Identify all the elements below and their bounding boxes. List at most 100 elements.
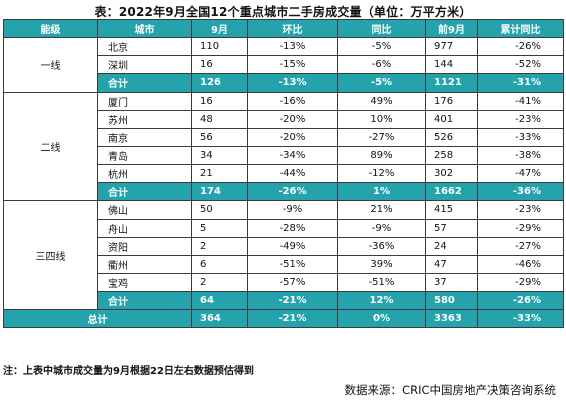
ytd-value: 37 <box>425 272 478 293</box>
sep-value: 48 <box>191 109 248 129</box>
ytd-value: 176 <box>425 91 478 111</box>
subtotal-label: 合计 <box>97 73 192 93</box>
mom-value: -16% <box>247 91 338 111</box>
sep-value: 50 <box>191 200 248 220</box>
mom-value: -49% <box>247 236 338 256</box>
footnote: 注：上表中城市成交量为9月根据22日左右数据预估得到 <box>3 366 254 377</box>
tier-cell: 一线 <box>3 37 98 93</box>
ytd-yoy-value: -38% <box>477 145 564 166</box>
city-cell: 厦门 <box>97 91 192 111</box>
ytd-yoy-value: -36% <box>477 182 564 202</box>
ytd-value: 24 <box>425 236 478 256</box>
yoy-value: -6% <box>337 55 426 75</box>
ytd-value: 3363 <box>425 309 478 329</box>
mom-value: -34% <box>247 145 338 166</box>
yoy-value: 21% <box>337 200 426 220</box>
ytd-yoy-value: -23% <box>477 109 564 129</box>
ytd-yoy-value: -47% <box>477 164 564 184</box>
header-tier: 能级 <box>3 18 98 39</box>
table-body: 一线 北京 110 -13% -5% 977 -26% 深圳 16 -15% -6% 144 -52% 合… <box>3 37 564 329</box>
header-mom: 环比 <box>247 18 338 39</box>
yoy-value: 0% <box>337 309 426 329</box>
header-sep: 9月 <box>191 18 248 39</box>
ytd-value: 258 <box>425 145 478 166</box>
sep-value: 21 <box>191 164 248 184</box>
total-label: 总计 <box>3 309 192 329</box>
city-cell: 青岛 <box>97 145 192 166</box>
ytd-yoy-value: -33% <box>477 309 564 329</box>
table-row: 衢州 6 -51% 39% 47 -46% <box>4 254 564 274</box>
ytd-yoy-value: -26% <box>477 291 564 311</box>
ytd-value: 1121 <box>425 73 478 93</box>
ytd-yoy-value: -23% <box>477 200 564 220</box>
transaction-table: 能级 城市 9月 环比 同比 前9月 累计同比 一线 北京 110 -13% -5% 97… <box>3 18 564 329</box>
mom-value: -20% <box>247 127 338 147</box>
mom-value: -21% <box>247 309 338 329</box>
ytd-yoy-value: -31% <box>477 73 564 93</box>
mom-value: -51% <box>247 254 338 274</box>
mom-value: -57% <box>247 272 338 293</box>
ytd-value: 415 <box>425 200 478 220</box>
sep-value: 34 <box>191 145 248 166</box>
yoy-value: -5% <box>337 73 426 93</box>
data-source: 数据来源：CRIC中国房地产决策咨询系统 <box>344 383 556 397</box>
mom-value: -28% <box>247 218 338 238</box>
ytd-value: 580 <box>425 291 478 311</box>
mom-value: -13% <box>247 37 338 57</box>
ytd-value: 57 <box>425 218 478 238</box>
sep-value: 64 <box>191 291 248 311</box>
sep-value: 16 <box>191 55 248 75</box>
yoy-value: -9% <box>337 218 426 238</box>
yoy-value: 12% <box>337 291 426 311</box>
ytd-value: 47 <box>425 254 478 274</box>
table-row: 苏州 48 -20% 10% 401 -23% <box>4 109 564 129</box>
city-cell: 资阳 <box>97 236 192 256</box>
yoy-value: 39% <box>337 254 426 274</box>
header-row: 能级 城市 9月 环比 同比 前9月 累计同比 <box>3 18 564 39</box>
sep-value: 126 <box>191 73 248 93</box>
header-ytd: 前9月 <box>425 18 478 39</box>
city-cell: 衢州 <box>97 254 192 274</box>
ytd-value: 302 <box>425 164 478 184</box>
mom-value: -9% <box>247 200 338 220</box>
city-cell: 北京 <box>97 37 192 57</box>
yoy-value: -27% <box>337 127 426 147</box>
sep-value: 56 <box>191 127 248 147</box>
ytd-yoy-value: -29% <box>477 272 564 293</box>
table-row: 青岛 34 -34% 89% 258 -38% <box>4 145 564 166</box>
yoy-value: 49% <box>337 91 426 111</box>
ytd-yoy-value: -52% <box>477 55 564 75</box>
sep-value: 2 <box>191 272 248 293</box>
sep-value: 174 <box>191 182 248 202</box>
city-cell: 杭州 <box>97 164 192 184</box>
sep-value: 5 <box>191 218 248 238</box>
ytd-yoy-value: -29% <box>477 218 564 238</box>
table-row: 宝鸡 2 -57% -51% 37 -29% <box>4 272 564 293</box>
yoy-value: -5% <box>337 37 426 57</box>
yoy-value: 1% <box>337 182 426 202</box>
mom-value: -13% <box>247 73 338 93</box>
ytd-yoy-value: -27% <box>477 236 564 256</box>
total-row: 总计 364 -21% 0% 3363 -33% <box>3 309 564 329</box>
sep-value: 2 <box>191 236 248 256</box>
table-row: 杭州 21 -44% -12% 302 -47% <box>4 164 564 184</box>
sep-value: 6 <box>191 254 248 274</box>
city-cell: 宝鸡 <box>97 272 192 293</box>
ytd-value: 977 <box>425 37 478 57</box>
subtotal-label: 合计 <box>97 182 192 202</box>
city-cell: 佛山 <box>97 200 192 220</box>
ytd-value: 401 <box>425 109 478 129</box>
yoy-value: -51% <box>337 272 426 293</box>
yoy-value: 89% <box>337 145 426 166</box>
mom-value: -44% <box>247 164 338 184</box>
city-cell: 苏州 <box>97 109 192 129</box>
sep-value: 110 <box>191 37 248 57</box>
table-row: 一线 北京 110 -13% -5% 977 -26% <box>3 37 564 93</box>
ytd-yoy-value: -46% <box>477 254 564 274</box>
ytd-value: 526 <box>425 127 478 147</box>
yoy-value: 10% <box>337 109 426 129</box>
subtotal-label: 合计 <box>97 291 192 311</box>
yoy-value: -12% <box>337 164 426 184</box>
subtotal-row: 合计 126 -13% -5% 1121 -31% <box>4 73 564 93</box>
sep-value: 16 <box>191 91 248 111</box>
